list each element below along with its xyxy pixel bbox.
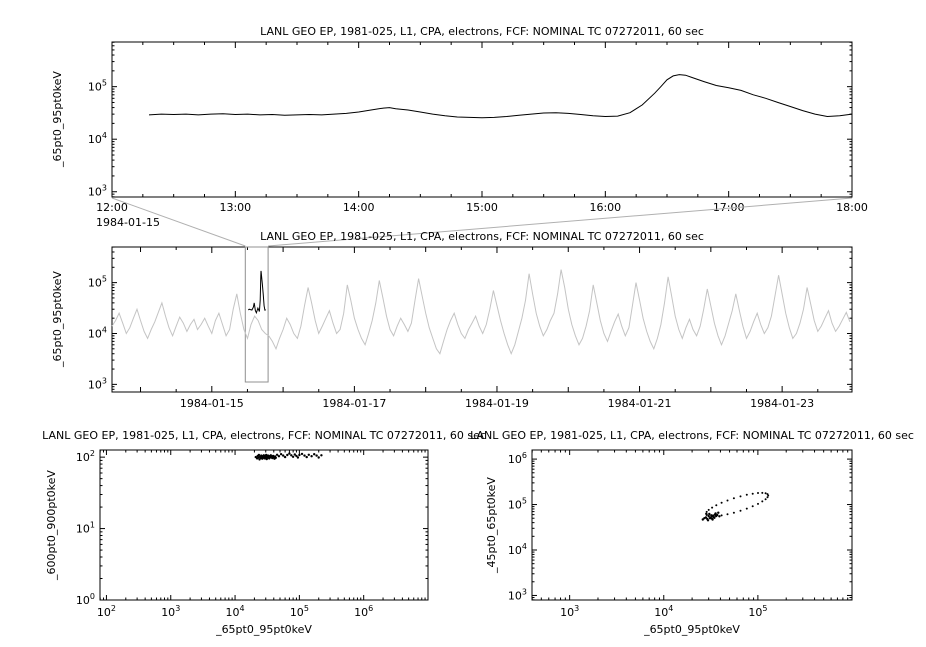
panel3-xlabel: _65pt0_95pt0keV (216, 623, 312, 636)
svg-text:1984-01-23: 1984-01-23 (750, 397, 814, 410)
panel2-highlight-series (247, 270, 266, 315)
svg-text:13:00: 13:00 (219, 201, 251, 214)
svg-text:12:00: 12:00 (96, 201, 128, 214)
panel4-scatter: 103 104 105 103 104 105 106 (508, 449, 853, 619)
panel1-plot-area[interactable] (111, 41, 853, 198)
svg-text:104: 104 (508, 542, 527, 557)
panel4-xlabel: _65pt0_95pt0keV (644, 623, 740, 636)
zoom-window-box[interactable] (244, 246, 269, 383)
svg-text:1984-01-15: 1984-01-15 (180, 397, 244, 410)
panel2-gray-series (111, 269, 851, 356)
panel1-top-timeseries: 12:00 13:00 14:00 15:00 16:00 17:00 18:00 103 10… (88, 41, 868, 214)
panel3-ylabel: _600pt0_900pt0keV (45, 470, 58, 580)
panel4-title: LANL GEO EP, 1981-025, L1, CPA, electron… (470, 429, 914, 442)
panel2-title: LANL GEO EP, 1981-025, L1, CPA, electron… (260, 230, 704, 243)
svg-text:103: 103 (88, 376, 107, 391)
panel3-trail (275, 452, 323, 459)
svg-text:1984-01-21: 1984-01-21 (608, 397, 672, 410)
svg-text:105: 105 (290, 604, 309, 619)
svg-text:103: 103 (88, 184, 107, 199)
panel4-ylabel: _45pt0_65pt0keV (485, 477, 498, 573)
panel2-context-timeseries: 1984-01-15 1984-01-17 1984-01-19 1984-01-21… (88, 197, 853, 410)
svg-text:104: 104 (88, 131, 107, 146)
svg-text:102: 102 (97, 604, 116, 619)
svg-text:15:00: 15:00 (466, 201, 498, 214)
panel3-dense-cluster (254, 453, 277, 461)
svg-text:105: 105 (508, 497, 527, 512)
svg-text:102: 102 (76, 449, 95, 464)
svg-text:101: 101 (76, 521, 95, 536)
svg-text:103: 103 (161, 604, 180, 619)
panel2-ylabel: _65pt0_95pt0keV (51, 271, 64, 367)
svg-text:1984-01-19: 1984-01-19 (465, 397, 529, 410)
panel3-plot-area[interactable] (99, 449, 429, 601)
svg-text:105: 105 (748, 604, 767, 619)
zoom-connector-lines (111, 197, 853, 247)
svg-text:18:00: 18:00 (836, 201, 868, 214)
svg-text:106: 106 (508, 451, 527, 466)
panel1-series (148, 74, 853, 119)
svg-text:104: 104 (226, 604, 245, 619)
svg-text:16:00: 16:00 (589, 201, 621, 214)
svg-text:103: 103 (560, 604, 579, 619)
svg-text:104: 104 (88, 325, 107, 340)
panel2-plot-area[interactable] (111, 246, 853, 393)
svg-text:1984-01-17: 1984-01-17 (322, 397, 386, 410)
svg-text:103: 103 (508, 587, 527, 602)
svg-text:14:00: 14:00 (343, 201, 375, 214)
panel1-ylabel: _65pt0_95pt0keV (51, 71, 64, 167)
svg-text:106: 106 (354, 604, 373, 619)
panel4-plot-area[interactable] (531, 449, 853, 601)
svg-text:104: 104 (654, 604, 673, 619)
panel1-title: LANL GEO EP, 1981-025, L1, CPA, electron… (260, 25, 704, 38)
panel1-date-label: 1984-01-15 (96, 216, 160, 229)
panel3-title: LANL GEO EP, 1981-025, L1, CPA, electron… (42, 429, 486, 442)
svg-text:17:00: 17:00 (713, 201, 745, 214)
svg-text:100: 100 (76, 592, 95, 607)
panel4-dense-cluster (701, 511, 721, 522)
svg-text:105: 105 (88, 275, 107, 290)
panel3-scatter: 102 103 104 105 106 100 101 102 (76, 449, 429, 619)
svg-text:105: 105 (88, 79, 107, 94)
